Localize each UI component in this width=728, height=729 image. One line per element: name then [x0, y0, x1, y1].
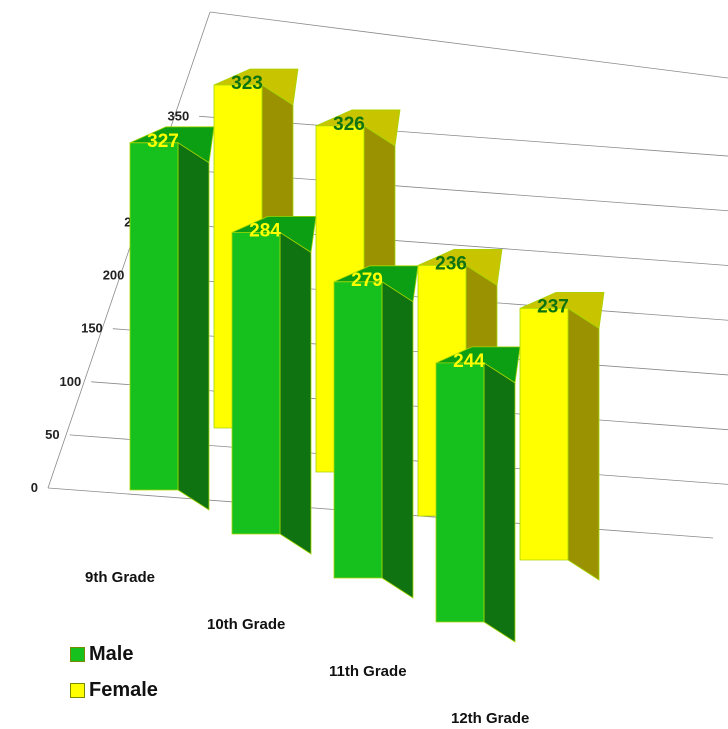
x-category-label: 10th Grade [207, 616, 285, 633]
male-bar-value-label: 244 [453, 351, 485, 372]
male-bar-front [129, 142, 179, 491]
legend-swatch-female [70, 682, 85, 698]
legend-swatch-male [70, 646, 85, 662]
male-bar: 244 [435, 346, 521, 643]
x-axis: 9th Grade 10th Grade 11th Grade 12th Grade [85, 569, 529, 727]
x-category-label: 9th Grade [85, 569, 155, 586]
female-bar: 237 [519, 291, 605, 581]
male-bar: 327 [129, 126, 215, 511]
male-bar-side [177, 142, 210, 511]
y-tick-label: 0 [31, 480, 38, 495]
y-tick-label: 100 [59, 374, 81, 389]
y-tick-label: 350 [167, 108, 189, 123]
male-bar-front [435, 362, 485, 623]
male-bar-value-label: 284 [249, 220, 281, 241]
bars: 323 327 326 284 236 279 237 244 [129, 68, 605, 643]
male-bar-front [333, 281, 383, 579]
male-bar-value-label: 327 [147, 131, 179, 152]
female-bar-front [519, 307, 569, 561]
male-bar-value-label: 279 [351, 270, 383, 291]
male-bar-side [381, 281, 414, 599]
female-bar-value-label: 326 [333, 114, 365, 135]
wall-edge [47, 11, 211, 489]
legend-label-female: Female [89, 678, 158, 701]
male-bar-side [279, 231, 312, 555]
female-bar-value-label: 236 [435, 253, 467, 274]
female-bar-value-label: 323 [231, 73, 263, 94]
gridline [199, 115, 728, 157]
x-category-label: 12th Grade [451, 710, 529, 727]
male-bar-front [231, 231, 281, 535]
legend-item-female: Female [70, 672, 158, 708]
wall-top-edge [209, 11, 728, 79]
y-tick-label: 150 [81, 321, 103, 336]
legend-item-male: Male [70, 636, 158, 672]
x-category-label: 11th Grade [329, 663, 407, 680]
y-tick-label: 50 [45, 427, 59, 442]
legend: Male Female [70, 636, 158, 708]
legend-label-male: Male [89, 642, 134, 665]
male-bar-side [483, 362, 516, 643]
male-bar: 279 [333, 265, 419, 599]
y-tick-label: 200 [103, 268, 125, 283]
female-bar-side [567, 307, 600, 581]
male-bar: 284 [231, 215, 317, 555]
female-bar-value-label: 237 [537, 296, 569, 317]
